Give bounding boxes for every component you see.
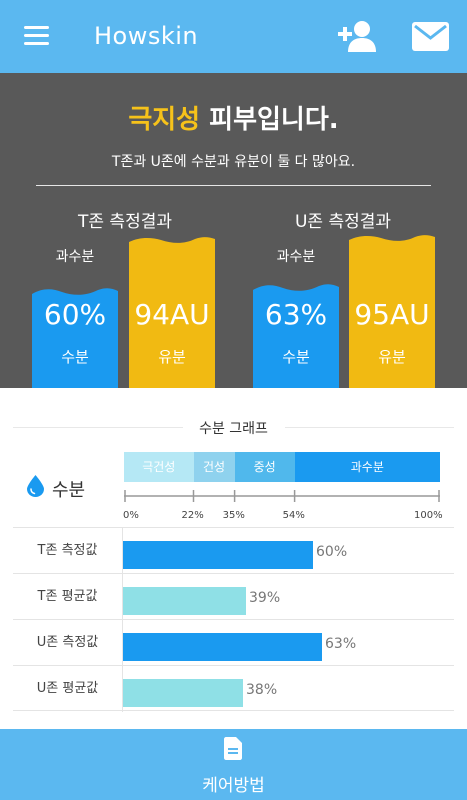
scale-tick-label: 100% <box>414 510 443 521</box>
t-zone-moisture-bar: 60% 수분 <box>32 286 118 388</box>
mail-icon[interactable] <box>412 22 449 51</box>
t-zone-moisture-name: 수분 <box>61 348 89 366</box>
table-row: U존 평균값 38% <box>13 666 454 712</box>
app-header: Howskin <box>0 0 467 73</box>
add-user-icon[interactable] <box>338 20 378 52</box>
skin-type-suffix: 피부입니다. <box>200 105 339 135</box>
u-zone-title: U존 측정결과 <box>294 212 392 232</box>
table-row: T존 측정값 60% <box>13 528 454 574</box>
water-drop-icon <box>27 475 44 497</box>
skin-type: 극지성 <box>128 105 201 135</box>
row-value-label: 39% <box>249 590 281 606</box>
scale-ruler <box>124 490 440 502</box>
graph-title-rule-right <box>285 427 454 428</box>
row-value-bar <box>123 541 313 569</box>
graph-title: 수분 그래프 <box>199 421 268 437</box>
u-zone-moisture-name: 수분 <box>282 348 310 366</box>
t-zone-oil-bar: 94AU 유분 <box>129 236 215 388</box>
row-value-label: 63% <box>325 636 357 652</box>
scale-segment: 극건성 <box>124 452 194 482</box>
app-title: Howskin <box>94 22 199 50</box>
scale-tick-label: 35% <box>222 510 245 521</box>
scale-segment: 중성 <box>234 452 295 482</box>
document-icon <box>224 737 242 760</box>
row-label: U존 측정값 <box>13 620 123 666</box>
row-label: U존 평균값 <box>13 666 123 712</box>
skin-type-headline: 극지성 피부입니다. <box>0 99 467 136</box>
u-zone-moisture-bar: 63% 수분 <box>253 282 339 388</box>
scale-tick-label: 0% <box>123 510 139 521</box>
moisture-comparison-table: T존 측정값 60% T존 평균값 39% U존 측정값 63% U존 평균값 38% <box>13 527 454 712</box>
u-zone-moisture-value: 63% <box>264 298 328 331</box>
u-zone-moisture-level: 과수분 <box>276 249 316 265</box>
t-zone-moisture-level: 과수분 <box>55 249 95 265</box>
care-method-button[interactable]: 케어방법 <box>0 729 467 800</box>
skin-result-panel: 극지성 피부입니다. T존과 U존에 수분과 유분이 둘 다 많아요. T존 측… <box>0 73 467 388</box>
t-zone-oil-name: 유분 <box>158 348 186 366</box>
row-label: T존 측정값 <box>13 528 123 574</box>
skin-type-description: T존과 U존에 수분과 유분이 둘 다 많아요. <box>111 154 356 170</box>
u-zone-oil-value: 95AU <box>354 298 430 331</box>
row-value-bar <box>123 587 246 615</box>
scale-tick-label: 54% <box>282 510 305 521</box>
u-zone-oil-name: 유분 <box>378 348 406 366</box>
t-zone-oil-value: 94AU <box>134 298 210 331</box>
scale-segment: 과수분 <box>294 452 440 482</box>
table-row: U존 측정값 63% <box>13 620 454 666</box>
row-value-label: 60% <box>316 544 348 560</box>
row-label: T존 평균값 <box>13 574 123 620</box>
scale-tick-label: 22% <box>181 510 204 521</box>
table-row: T존 평균값 39% <box>13 574 454 620</box>
row-value-bar <box>123 679 243 707</box>
scale-segment: 건성 <box>193 452 235 482</box>
u-zone-oil-bar: 95AU 유분 <box>349 234 435 388</box>
t-zone-title: T존 측정결과 <box>78 212 172 232</box>
graph-title-rule-left <box>13 427 183 428</box>
moisture-label: 수분 <box>52 480 86 501</box>
t-zone-moisture-value: 60% <box>43 298 107 331</box>
care-method-label: 케어방법 <box>202 776 265 796</box>
menu-icon[interactable] <box>24 26 49 46</box>
divider <box>36 185 431 186</box>
row-value-bar <box>123 633 322 661</box>
row-value-label: 38% <box>246 682 278 698</box>
